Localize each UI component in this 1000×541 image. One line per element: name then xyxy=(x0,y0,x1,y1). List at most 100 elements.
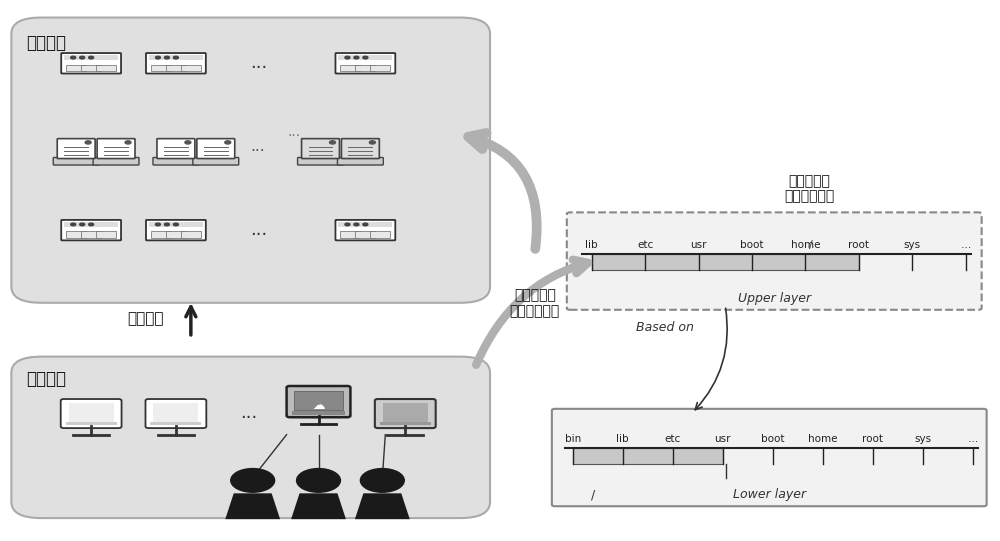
Text: usr: usr xyxy=(690,240,707,250)
FancyBboxPatch shape xyxy=(93,157,139,165)
Bar xyxy=(315,410,336,412)
Bar xyxy=(294,391,343,410)
Bar xyxy=(315,398,336,401)
FancyBboxPatch shape xyxy=(53,157,99,165)
Bar xyxy=(370,64,390,71)
Text: ...: ... xyxy=(240,404,257,422)
Circle shape xyxy=(345,56,350,59)
Circle shape xyxy=(173,56,178,59)
Circle shape xyxy=(85,141,91,144)
FancyBboxPatch shape xyxy=(335,220,395,240)
FancyBboxPatch shape xyxy=(193,157,239,165)
Bar xyxy=(166,232,186,238)
Bar xyxy=(181,64,201,71)
Circle shape xyxy=(369,141,375,144)
Text: …: … xyxy=(961,240,971,250)
Text: bin: bin xyxy=(565,434,581,444)
Text: ...: ... xyxy=(250,139,265,154)
Circle shape xyxy=(354,223,359,226)
Text: lib: lib xyxy=(585,240,598,250)
FancyBboxPatch shape xyxy=(311,387,340,418)
Bar xyxy=(295,404,317,406)
Text: ...: ... xyxy=(250,221,267,239)
Bar xyxy=(66,232,86,238)
Bar xyxy=(66,422,117,425)
Bar xyxy=(338,55,392,61)
FancyBboxPatch shape xyxy=(337,157,383,165)
FancyBboxPatch shape xyxy=(61,220,121,240)
Circle shape xyxy=(155,56,160,59)
FancyBboxPatch shape xyxy=(11,357,490,518)
Text: sys: sys xyxy=(914,434,931,444)
Bar xyxy=(573,448,723,464)
Text: root: root xyxy=(848,240,869,250)
FancyBboxPatch shape xyxy=(97,138,135,159)
Bar xyxy=(81,232,101,238)
Circle shape xyxy=(231,469,275,492)
Text: ☁: ☁ xyxy=(312,399,325,412)
Bar xyxy=(370,232,390,238)
Bar xyxy=(355,64,375,71)
Circle shape xyxy=(80,56,85,59)
Bar xyxy=(64,221,118,227)
Bar xyxy=(292,411,345,414)
Circle shape xyxy=(125,141,131,144)
Text: ...: ... xyxy=(287,125,300,139)
Text: root: root xyxy=(862,434,883,444)
Bar xyxy=(592,254,859,270)
Text: etc: etc xyxy=(637,240,653,250)
Text: ...: ... xyxy=(250,54,267,72)
Text: 随作业部署: 随作业部署 xyxy=(788,175,830,189)
FancyBboxPatch shape xyxy=(61,53,121,74)
Circle shape xyxy=(363,56,368,59)
Text: …: … xyxy=(967,434,978,444)
FancyArrowPatch shape xyxy=(468,133,537,249)
Polygon shape xyxy=(291,493,346,519)
Circle shape xyxy=(360,469,404,492)
Bar xyxy=(181,232,201,238)
FancyBboxPatch shape xyxy=(552,409,987,506)
Bar xyxy=(315,404,336,406)
Text: 作业自动加载: 作业自动加载 xyxy=(510,304,560,318)
FancyBboxPatch shape xyxy=(57,138,95,159)
FancyBboxPatch shape xyxy=(287,386,350,417)
Bar xyxy=(64,55,118,61)
Text: usr: usr xyxy=(715,434,731,444)
Circle shape xyxy=(297,469,340,492)
Bar xyxy=(340,64,360,71)
Circle shape xyxy=(89,56,94,59)
Text: Based on: Based on xyxy=(636,320,693,333)
Circle shape xyxy=(164,223,169,226)
FancyBboxPatch shape xyxy=(341,138,379,159)
Circle shape xyxy=(155,223,160,226)
Bar xyxy=(355,232,375,238)
Circle shape xyxy=(225,141,231,144)
Bar xyxy=(153,403,198,422)
Bar xyxy=(96,64,116,71)
Circle shape xyxy=(71,56,76,59)
Bar xyxy=(81,64,101,71)
Text: 计算结点: 计算结点 xyxy=(26,34,66,52)
Text: /: / xyxy=(809,240,812,250)
Text: Upper layer: Upper layer xyxy=(738,292,811,305)
Text: lib: lib xyxy=(616,434,629,444)
Text: 上层文件系统: 上层文件系统 xyxy=(784,189,834,203)
Text: boot: boot xyxy=(761,434,784,444)
Bar xyxy=(338,221,392,227)
Polygon shape xyxy=(225,493,280,519)
Bar xyxy=(380,422,431,425)
FancyBboxPatch shape xyxy=(11,17,490,303)
Circle shape xyxy=(185,141,191,144)
FancyBboxPatch shape xyxy=(335,53,395,74)
Text: 作业加载: 作业加载 xyxy=(128,312,164,326)
FancyBboxPatch shape xyxy=(302,138,339,159)
Circle shape xyxy=(329,141,335,144)
Circle shape xyxy=(173,223,178,226)
Circle shape xyxy=(164,56,169,59)
FancyBboxPatch shape xyxy=(157,138,195,159)
FancyBboxPatch shape xyxy=(146,53,206,74)
FancyBboxPatch shape xyxy=(146,220,206,240)
Text: 定制环境随: 定制环境随 xyxy=(514,288,556,302)
FancyArrowPatch shape xyxy=(476,260,588,365)
FancyBboxPatch shape xyxy=(375,399,436,428)
